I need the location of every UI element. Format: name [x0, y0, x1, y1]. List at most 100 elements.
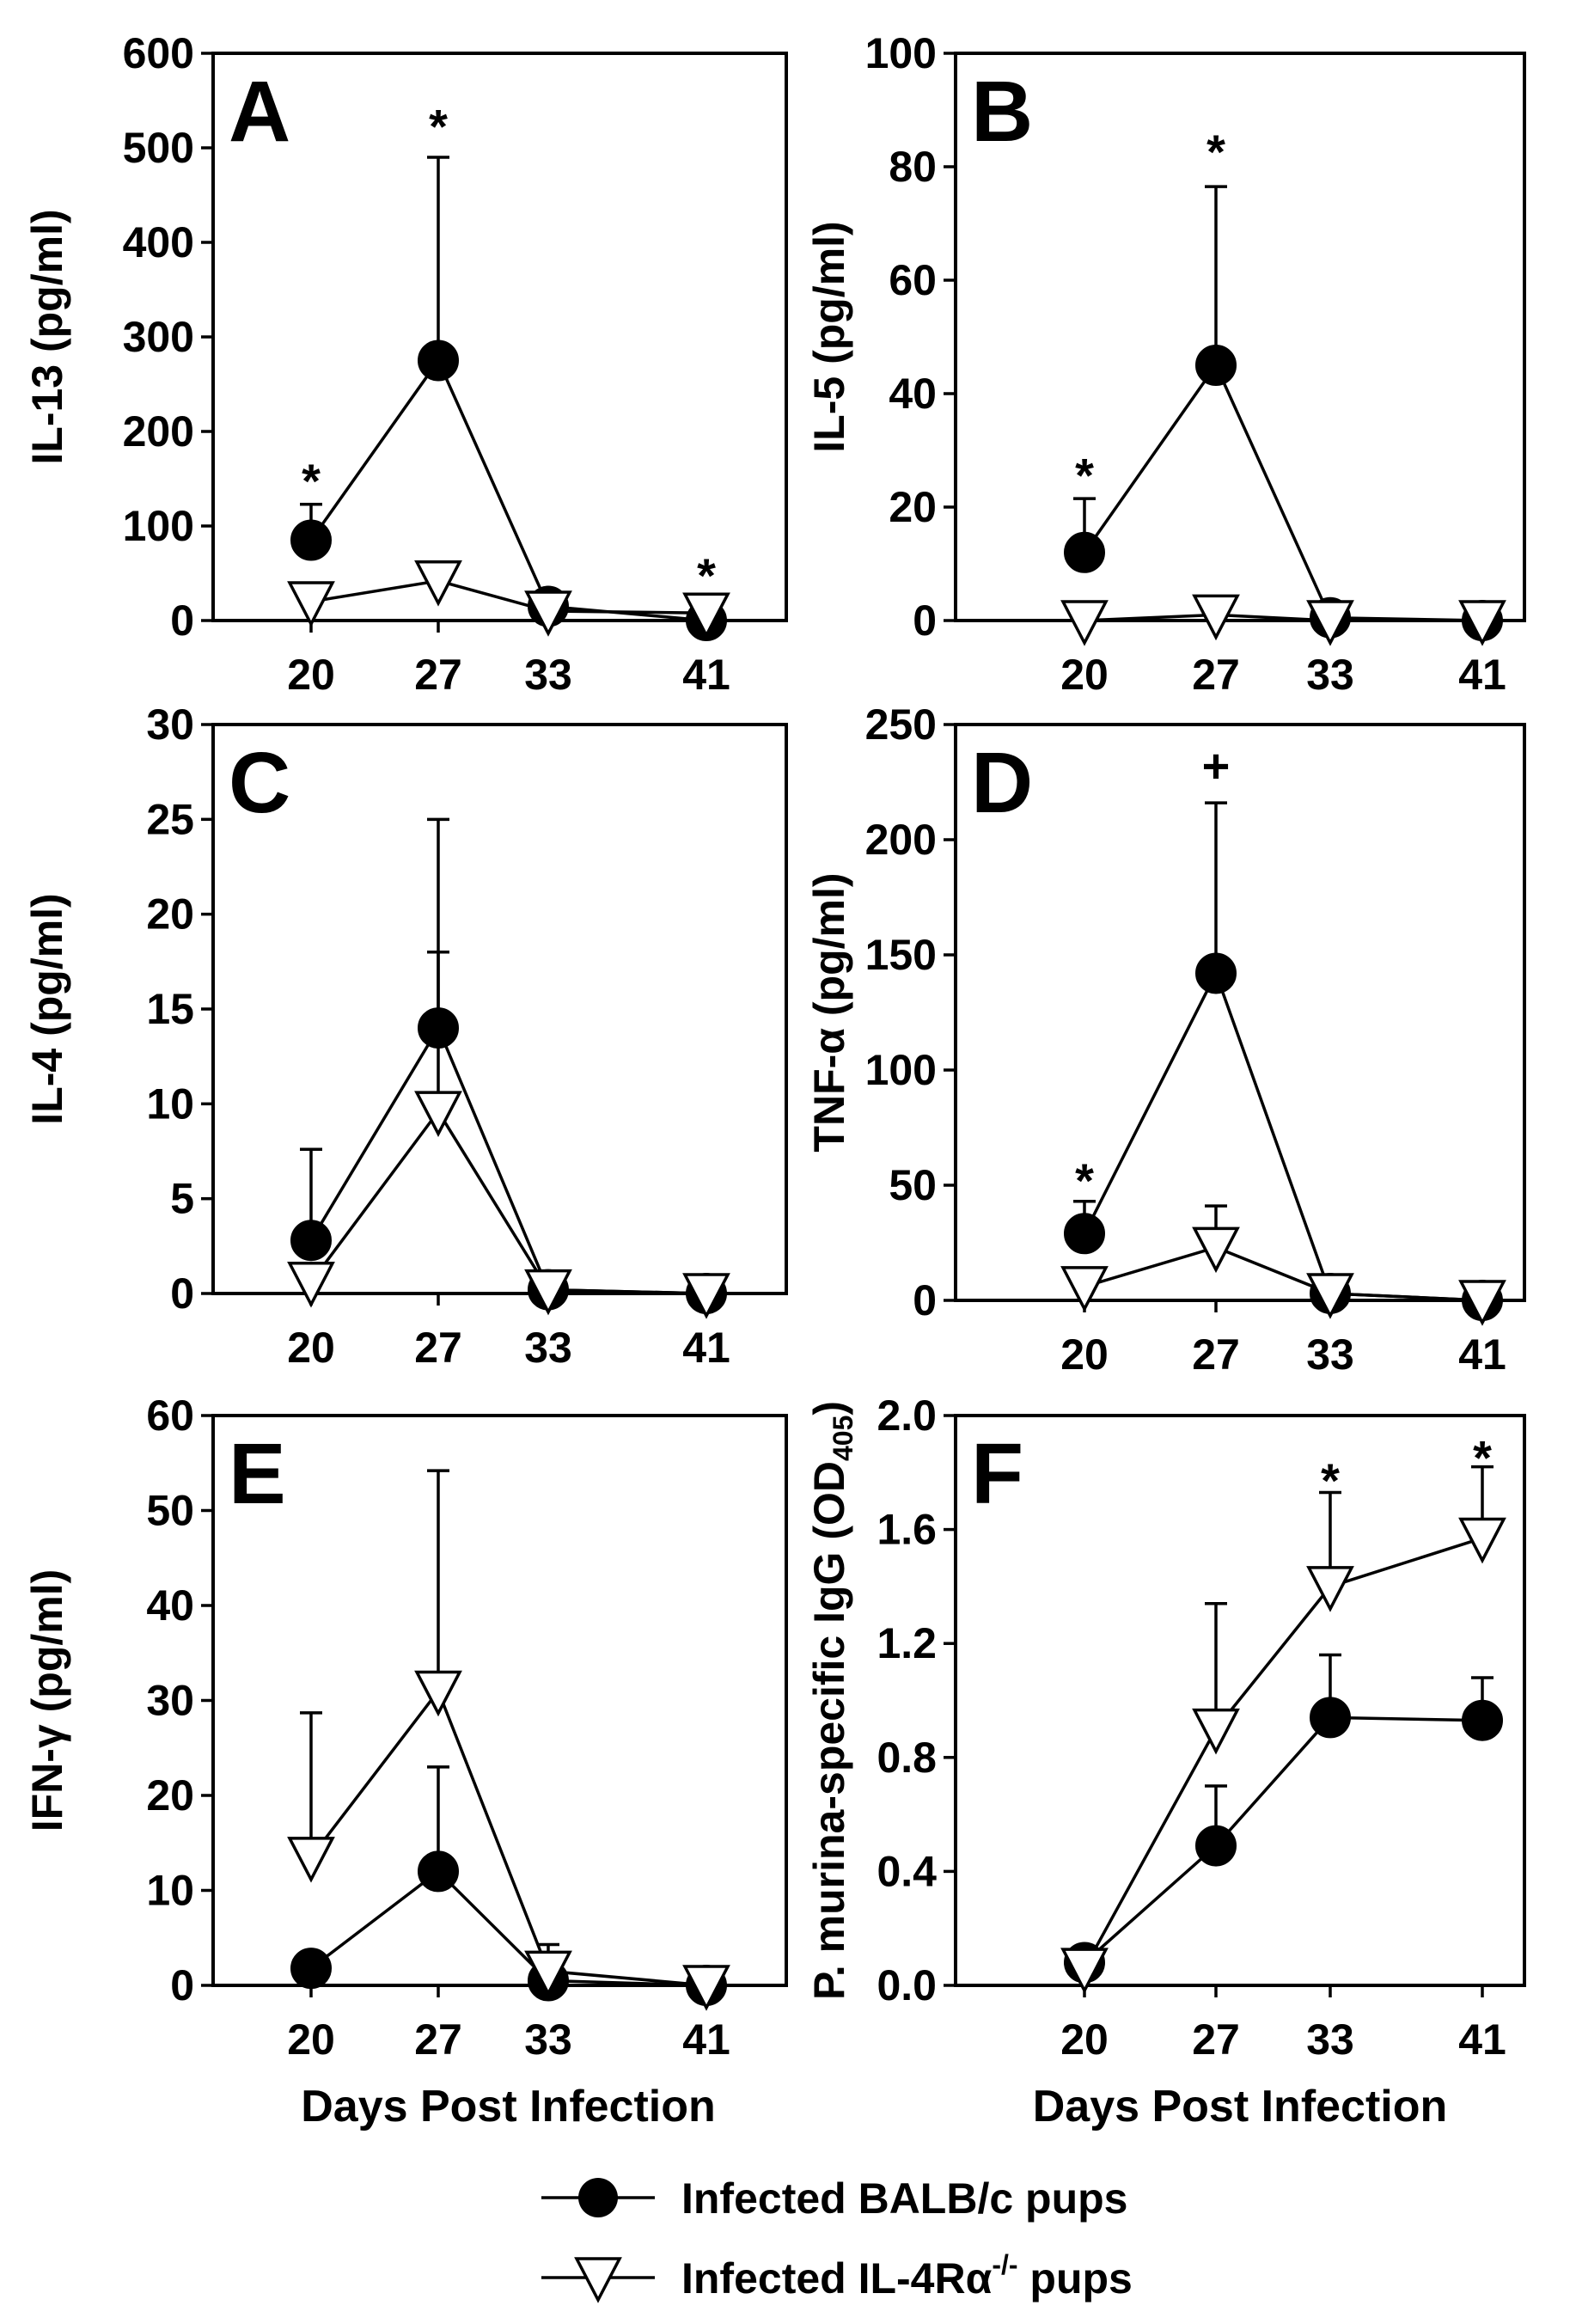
plot-frame	[954, 52, 1526, 622]
series-il4ra-ko	[1060, 1465, 1506, 1994]
panel-letter: C	[229, 735, 290, 831]
y-tick-label: 10	[146, 1867, 194, 1915]
data-point	[1310, 1697, 1351, 1739]
x-tick-label: 27	[1192, 651, 1240, 699]
y-tick-label: 2.0	[877, 1391, 937, 1440]
x-tick-label: 33	[1306, 1330, 1354, 1379]
series-balbc	[1064, 1653, 1503, 1984]
y-tick-label: 25	[146, 795, 194, 843]
y-axis-label: IL-13 (pg/ml)	[23, 209, 71, 464]
series-line	[309, 1869, 707, 1987]
x-tick-label: 20	[287, 2015, 335, 2064]
data-point	[1192, 1708, 1240, 1755]
significance-marker: *	[1075, 448, 1094, 502]
series-il4ra-ko	[287, 560, 730, 639]
x-tick-label: 27	[1192, 1330, 1240, 1379]
plot-frame	[954, 723, 1526, 1302]
y-tick-label: 150	[865, 931, 937, 979]
data-point	[414, 1670, 462, 1717]
y-tick-label: 300	[123, 313, 194, 361]
x-tick-label: 20	[287, 651, 335, 699]
series-il4ra-ko	[287, 951, 730, 1319]
y-tick-label: 50	[146, 1487, 194, 1535]
y-tick-label: 0.4	[877, 1847, 937, 1895]
y-tick-label: 1.6	[877, 1506, 937, 1554]
series-line	[309, 1687, 707, 1987]
x-tick-label: 20	[1060, 2015, 1109, 2064]
legend-marker	[578, 2178, 618, 2217]
data-point	[1462, 1699, 1503, 1741]
x-tick-label: 27	[414, 2015, 462, 2064]
y-tick-label: 0	[913, 596, 937, 645]
legend-item: Infected BALB/c pups	[541, 2174, 1127, 2223]
x-tick-label: 41	[1458, 651, 1506, 699]
series-line	[310, 579, 707, 615]
data-point	[418, 339, 459, 382]
x-axis-label: Days Post Infection	[1033, 2082, 1448, 2131]
series-balbc	[1064, 185, 1503, 641]
significance-marker: *	[1075, 1153, 1094, 1208]
series-il4ra-ko	[287, 1469, 730, 2011]
panel-e: 0 10 20 30 40 50 60 20 27 33 41 E IFN-γ (pg/ml) Days …	[23, 1391, 788, 2131]
series-line	[1083, 1536, 1483, 1969]
data-point	[1458, 1517, 1506, 1564]
y-tick-label: 0.0	[877, 1961, 937, 2009]
panel-letter: F	[971, 1426, 1023, 1522]
y-tick-label: 500	[123, 124, 194, 172]
y-tick-label: 80	[889, 143, 937, 191]
x-tick-label: 41	[682, 1324, 730, 1372]
series-line	[309, 1024, 707, 1295]
x-tick-label: 41	[1458, 2015, 1506, 2064]
significance-marker: +	[1202, 739, 1231, 793]
y-tick-label: 0.8	[877, 1734, 937, 1782]
series-line	[1083, 362, 1483, 622]
series-line	[309, 1109, 707, 1295]
x-tick-label: 33	[524, 1324, 572, 1372]
legend-label: Infected IL-4Rα-/- pups	[681, 2249, 1133, 2303]
plot-frame	[954, 1414, 1526, 1987]
legend-item: Infected IL-4Rα-/- pups	[541, 2249, 1133, 2303]
panel-letter: D	[971, 735, 1033, 831]
data-point	[1195, 952, 1237, 994]
data-point	[524, 1269, 572, 1316]
x-axis-label: Days Post Infection	[301, 2082, 716, 2131]
data-point	[682, 1273, 730, 1319]
y-tick-label: 40	[146, 1581, 194, 1630]
series-line	[1084, 613, 1482, 622]
y-tick-label: 30	[146, 700, 194, 749]
series-balbc	[1064, 801, 1503, 1321]
x-tick-label: 33	[1306, 2015, 1354, 2064]
panel-letter: A	[229, 64, 290, 160]
data-point	[1195, 1825, 1237, 1867]
y-tick-label: 200	[123, 407, 194, 456]
panel-letter: B	[971, 64, 1033, 160]
data-point	[414, 560, 462, 607]
legend: Infected BALB/c pups Infected IL-4Rα-/- p…	[541, 2174, 1133, 2303]
x-tick-label: 33	[1306, 651, 1354, 699]
y-tick-label: 20	[146, 890, 194, 939]
series-balbc	[290, 156, 727, 641]
y-tick-label: 15	[146, 985, 194, 1033]
data-point	[287, 1262, 335, 1308]
data-point	[290, 1220, 332, 1262]
series-line	[309, 357, 707, 622]
y-tick-label: 20	[889, 483, 937, 531]
series-balbc	[290, 817, 727, 1314]
data-point	[1064, 1213, 1105, 1255]
data-point	[682, 1965, 730, 2011]
series-line	[1084, 1245, 1483, 1302]
x-tick-label: 33	[524, 651, 572, 699]
data-point	[524, 1950, 572, 1997]
significance-marker: *	[302, 454, 321, 508]
legend-label: Infected BALB/c pups	[681, 2174, 1127, 2223]
data-point	[1192, 594, 1240, 641]
legend-marker	[574, 2257, 622, 2303]
data-point	[1060, 1266, 1109, 1312]
y-tick-label: 50	[889, 1161, 937, 1209]
series-line	[1083, 1715, 1483, 1964]
data-point	[524, 590, 572, 637]
y-tick-label: 100	[865, 29, 937, 77]
significance-marker: *	[1321, 1453, 1340, 1508]
y-tick-label: 5	[170, 1175, 194, 1223]
